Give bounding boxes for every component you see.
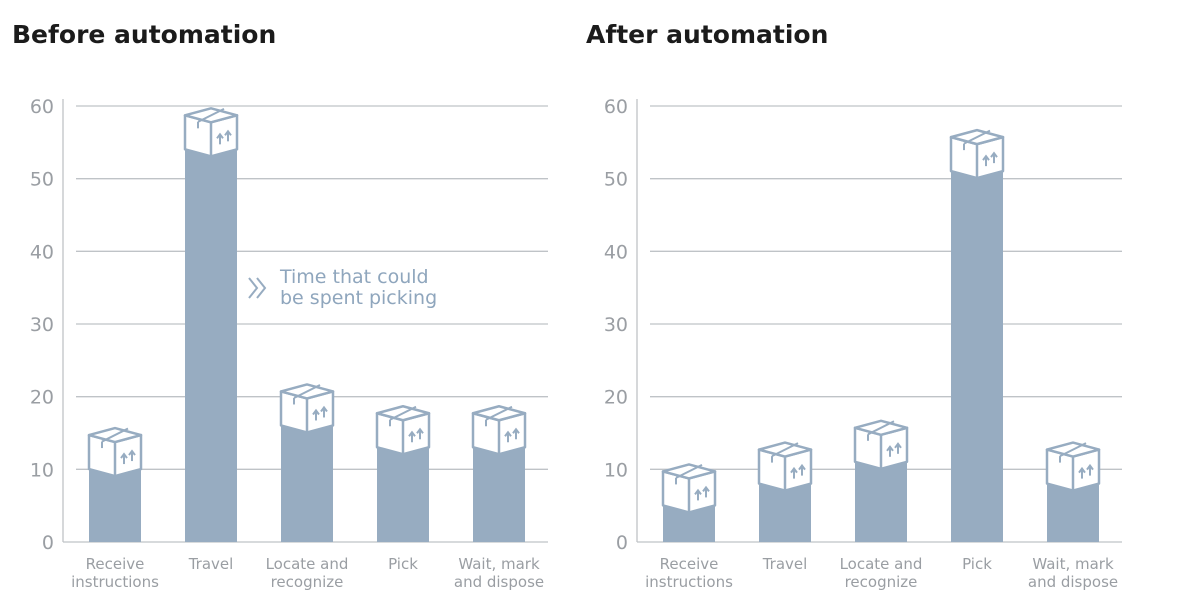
box-tape — [197, 107, 225, 123]
box-arrowhead — [216, 132, 224, 139]
annotation-text: be spent picking — [280, 287, 437, 309]
y-tick-label: 0 — [42, 532, 54, 554]
box-arrowhead — [894, 442, 902, 449]
x-tick-label: Receive — [660, 555, 719, 573]
x-tick-label: Travel — [762, 555, 808, 573]
y-tick-label: 20 — [30, 387, 54, 409]
box-tape — [293, 384, 321, 399]
box-arrowhead — [694, 488, 702, 495]
box-arrowhead — [128, 449, 136, 456]
chart-title-after: After automation — [586, 20, 829, 49]
y-tick-label: 30 — [604, 314, 628, 336]
x-tick-label: instructions — [71, 573, 159, 591]
box-arrowhead — [798, 463, 806, 471]
box-tape — [867, 420, 895, 436]
y-tick-label: 50 — [604, 169, 628, 191]
box-icon — [949, 128, 1005, 180]
box-arrowhead — [312, 408, 320, 416]
x-tick-label: instructions — [645, 573, 733, 591]
box-icon — [471, 405, 527, 456]
bar — [377, 440, 429, 542]
x-tick-label: Pick — [388, 555, 418, 573]
box-arrowhead — [982, 154, 990, 161]
y-tick-label: 60 — [604, 96, 628, 118]
bar — [951, 164, 1003, 542]
box-arrowhead — [1078, 466, 1086, 474]
y-tick-label: 0 — [616, 532, 628, 554]
chevron — [248, 277, 259, 299]
box-icon — [1045, 441, 1101, 492]
box-tape — [675, 464, 703, 479]
box-tape — [963, 129, 991, 145]
x-tick-label: recognize — [845, 573, 918, 591]
y-tick-label: 10 — [604, 459, 628, 481]
box-icon — [279, 383, 335, 434]
y-tick-label: 10 — [30, 459, 54, 481]
y-tick-label: 40 — [604, 241, 628, 263]
x-tick-label: Wait, mark — [1032, 555, 1114, 573]
box-arrowhead — [886, 445, 894, 452]
box-arrowhead — [990, 151, 998, 158]
box-arrowhead — [504, 430, 512, 437]
x-tick-label: recognize — [271, 573, 344, 591]
bar — [185, 142, 237, 543]
x-tick-label: Travel — [188, 555, 234, 573]
x-tick-label: Locate and — [266, 555, 349, 573]
box-tape — [1059, 442, 1087, 457]
y-tick-label: 60 — [30, 96, 54, 118]
y-tick-label: 20 — [604, 387, 628, 409]
box-icon — [87, 426, 143, 478]
box-tape — [389, 405, 417, 421]
box-icon — [661, 463, 717, 514]
box-arrowhead — [790, 466, 798, 474]
box-arrowhead — [120, 452, 128, 459]
box-tape — [771, 442, 799, 457]
x-tick-label: and dispose — [1028, 573, 1118, 591]
x-tick-label: Locate and — [840, 555, 923, 573]
box-icon — [375, 405, 431, 456]
bar — [281, 418, 333, 542]
y-tick-label: 30 — [30, 314, 54, 336]
box-icon — [183, 107, 239, 158]
box-tape — [101, 427, 129, 443]
bar — [473, 440, 525, 542]
annotation-text: Time that could — [279, 266, 429, 288]
box-arrowhead — [416, 427, 424, 434]
y-tick-label: 40 — [30, 241, 54, 263]
box-arrowhead — [1086, 463, 1094, 471]
x-tick-label: Receive — [86, 555, 145, 573]
double-chevron-right-icon — [248, 277, 267, 299]
box-icon — [757, 441, 813, 492]
x-tick-label: Wait, mark — [458, 555, 540, 573]
y-tick-label: 50 — [30, 169, 54, 191]
chevron — [256, 277, 267, 299]
box-arrowhead — [320, 405, 328, 413]
x-tick-label: and dispose — [454, 573, 544, 591]
box-icon — [853, 419, 909, 471]
box-tape — [485, 405, 513, 421]
box-arrowhead — [224, 129, 232, 136]
x-tick-label: Pick — [962, 555, 992, 573]
box-arrowhead — [408, 430, 416, 437]
box-arrowhead — [702, 485, 710, 492]
chart-title-before: Before automation — [12, 20, 277, 49]
box-arrowhead — [512, 427, 520, 434]
